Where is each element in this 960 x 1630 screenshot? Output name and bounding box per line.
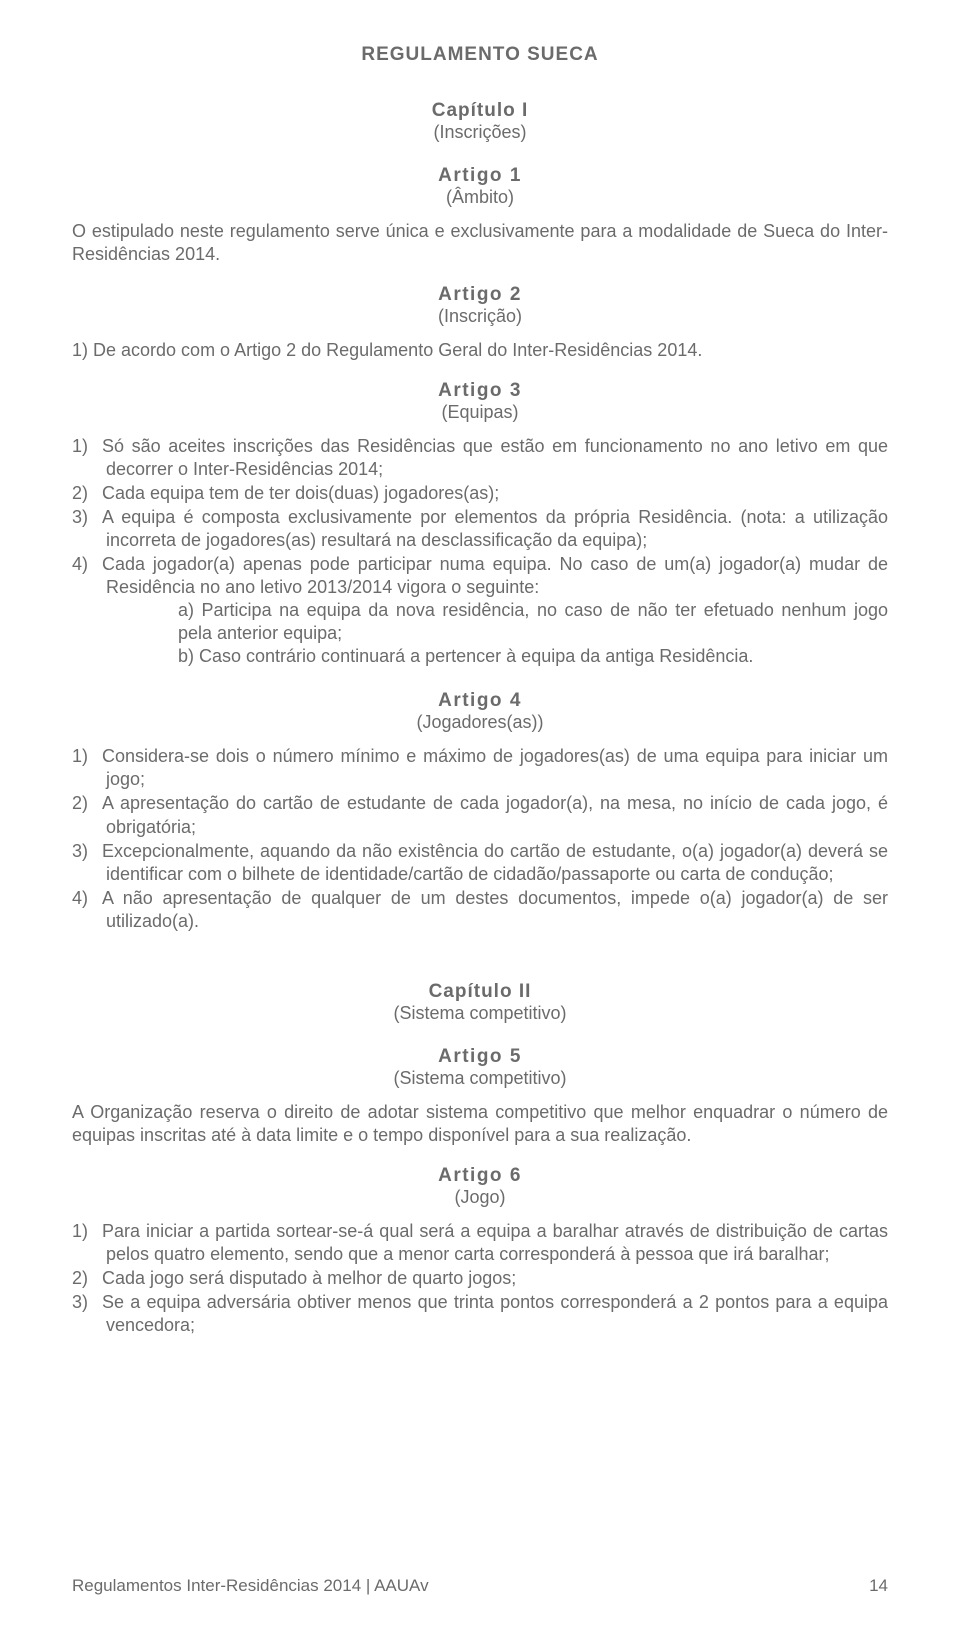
article-2-sub: (Inscrição) bbox=[72, 306, 888, 327]
list-text: A não apresentação de qualquer de um des… bbox=[102, 888, 888, 931]
list-marker: 1) bbox=[72, 435, 102, 458]
list-text: Cada jogador(a) apenas pode participar n… bbox=[102, 554, 888, 597]
article-3-sub: (Equipas) bbox=[72, 402, 888, 423]
page-footer: Regulamentos Inter-Residências 2014 | AA… bbox=[72, 1576, 888, 1596]
list-item: 3)Se a equipa adversária obtiver menos q… bbox=[72, 1291, 888, 1337]
list-marker: 3) bbox=[72, 506, 102, 529]
article-1-body: O estipulado neste regulamento serve úni… bbox=[72, 220, 888, 266]
article-5-sub: (Sistema competitivo) bbox=[72, 1068, 888, 1089]
list-marker: 4) bbox=[72, 887, 102, 910]
list-marker: 1) bbox=[72, 1220, 102, 1243]
list-item: 2)Cada equipa tem de ter dois(duas) joga… bbox=[72, 482, 888, 505]
chapter-1-label: Capítulo I bbox=[72, 100, 888, 122]
list-text: A apresentação do cartão de estudante de… bbox=[102, 793, 888, 836]
chapter-2-label: Capítulo II bbox=[72, 981, 888, 1003]
list-item: 1)Para iniciar a partida sortear-se-á qu… bbox=[72, 1220, 888, 1266]
list-marker: 1) bbox=[72, 745, 102, 768]
list-item: 2)Cada jogo será disputado à melhor de q… bbox=[72, 1267, 888, 1290]
list-text: Só são aceites inscrições das Residência… bbox=[102, 436, 888, 479]
list-marker: 2) bbox=[72, 1267, 102, 1290]
document-title: REGULAMENTO SUECA bbox=[72, 44, 888, 66]
list-text: Para iniciar a partida sortear-se-á qual… bbox=[102, 1221, 888, 1264]
article-1-sub: (Âmbito) bbox=[72, 187, 888, 208]
article-6-label: Artigo 6 bbox=[72, 1165, 888, 1187]
list-item: 4)Cada jogador(a) apenas pode participar… bbox=[72, 553, 888, 668]
list-marker: 3) bbox=[72, 1291, 102, 1314]
list-text: Cada jogo será disputado à melhor de qua… bbox=[102, 1268, 516, 1288]
list-marker: 4) bbox=[72, 553, 102, 576]
list-marker: 2) bbox=[72, 482, 102, 505]
list-item: 1)Considera-se dois o número mínimo e má… bbox=[72, 745, 888, 791]
article-6-sub: (Jogo) bbox=[72, 1187, 888, 1208]
article-5-label: Artigo 5 bbox=[72, 1046, 888, 1068]
article-3-label: Artigo 3 bbox=[72, 380, 888, 402]
article-3-sub-b: b) Caso contrário continuará a pertencer… bbox=[106, 645, 888, 668]
list-item: 1)Só são aceites inscrições das Residênc… bbox=[72, 435, 888, 481]
footer-left: Regulamentos Inter-Residências 2014 | AA… bbox=[72, 1576, 429, 1596]
list-marker: 3) bbox=[72, 840, 102, 863]
article-2-label: Artigo 2 bbox=[72, 284, 888, 306]
chapter-1-sub: (Inscrições) bbox=[72, 122, 888, 143]
list-text: A equipa é composta exclusivamente por e… bbox=[102, 507, 888, 550]
list-text: Cada equipa tem de ter dois(duas) jogado… bbox=[102, 483, 499, 503]
article-6-list: 1)Para iniciar a partida sortear-se-á qu… bbox=[72, 1220, 888, 1337]
list-item: 3)Excepcionalmente, aquando da não exist… bbox=[72, 840, 888, 886]
article-4-sub: (Jogadores(as)) bbox=[72, 712, 888, 733]
list-text: Excepcionalmente, aquando da não existên… bbox=[102, 841, 888, 884]
article-2-body: 1) De acordo com o Artigo 2 do Regulamen… bbox=[72, 339, 888, 362]
list-item: 3)A equipa é composta exclusivamente por… bbox=[72, 506, 888, 552]
list-text: Considera-se dois o número mínimo e máxi… bbox=[102, 746, 888, 789]
article-5-body: A Organização reserva o direito de adota… bbox=[72, 1101, 888, 1147]
article-1-label: Artigo 1 bbox=[72, 165, 888, 187]
list-item: 2)A apresentação do cartão de estudante … bbox=[72, 792, 888, 838]
article-3-list: 1)Só são aceites inscrições das Residênc… bbox=[72, 435, 888, 668]
list-marker: 2) bbox=[72, 792, 102, 815]
article-3-sub-a: a) Participa na equipa da nova residênci… bbox=[106, 599, 888, 645]
article-4-list: 1)Considera-se dois o número mínimo e má… bbox=[72, 745, 888, 932]
list-item: 4)A não apresentação de qualquer de um d… bbox=[72, 887, 888, 933]
footer-page-number: 14 bbox=[869, 1576, 888, 1596]
article-4-label: Artigo 4 bbox=[72, 690, 888, 712]
list-text: Se a equipa adversária obtiver menos que… bbox=[102, 1292, 888, 1335]
chapter-2-sub: (Sistema competitivo) bbox=[72, 1003, 888, 1024]
